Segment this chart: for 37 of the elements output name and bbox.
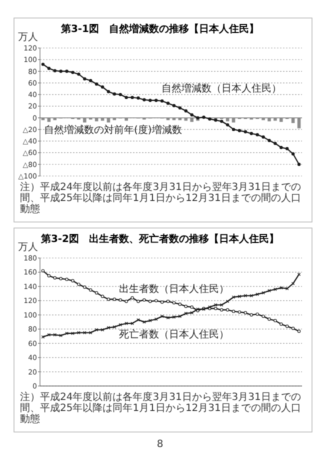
point xyxy=(291,282,295,286)
point xyxy=(65,332,68,336)
point xyxy=(184,312,188,316)
point xyxy=(118,323,122,326)
series-label: 出生者数（日本人住民） xyxy=(118,283,229,296)
point xyxy=(214,303,218,307)
point xyxy=(256,292,259,296)
point xyxy=(172,315,176,319)
point xyxy=(262,291,265,294)
series-label: 死亡者数（日本人住民） xyxy=(118,328,229,341)
chart-title: 第3-2図 出生者数、死亡者数の推移【日本人住民】 xyxy=(40,233,280,245)
point xyxy=(285,286,289,290)
y-axis-title: 万人 xyxy=(18,242,38,253)
y-axis-title: 万人 xyxy=(18,32,38,43)
series-label: 自然増減数（日本人住民） xyxy=(162,82,282,95)
text: 注）平成24年度以前は各年度3月31日から翌年3月31日までの間、平成25年以降は同年1月1日から12月31日までの間の人口動態 xyxy=(20,182,302,215)
point xyxy=(53,333,57,336)
point xyxy=(250,294,254,298)
chart-title: 第3-1図 自然増減数の推移【日本人住民】 xyxy=(60,23,260,35)
point xyxy=(77,331,80,334)
point xyxy=(232,295,236,299)
point xyxy=(154,318,158,321)
point xyxy=(238,294,242,298)
point xyxy=(124,322,128,326)
point xyxy=(280,286,283,290)
series-label: 自然増減数の対前年(度)増減数 xyxy=(44,124,182,136)
text: 注）平成24年度以前は各年度3月31日から翌年3月31日までの間、平成25年以降は同年1月1日から12月31日までの間の人口動態 xyxy=(20,392,302,425)
point xyxy=(88,331,92,334)
text: 8 xyxy=(156,439,164,450)
point xyxy=(274,288,277,291)
point xyxy=(148,318,152,322)
line-series xyxy=(41,62,301,166)
point xyxy=(112,325,116,329)
point xyxy=(226,300,230,304)
point xyxy=(268,289,271,292)
point xyxy=(220,303,224,307)
point xyxy=(190,311,194,314)
